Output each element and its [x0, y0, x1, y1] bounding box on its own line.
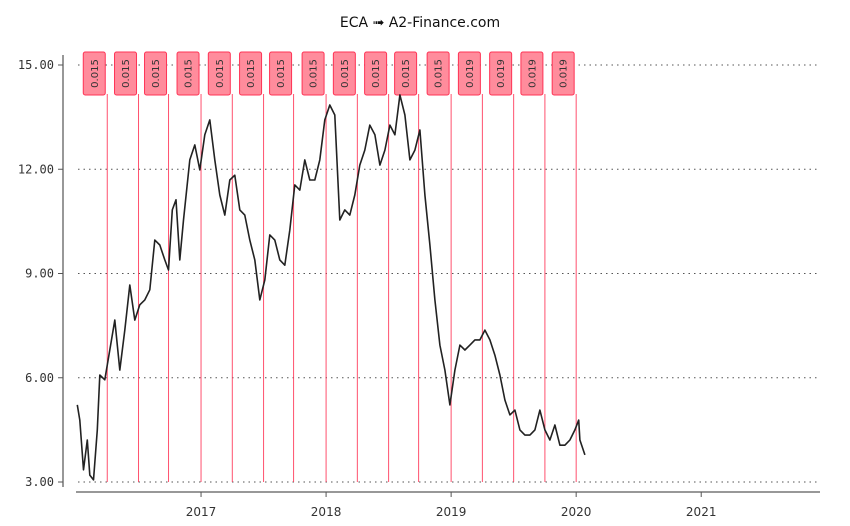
dividend-label-box — [207, 51, 231, 96]
dividend-marker: 0.015 — [269, 51, 293, 96]
dividend-marker: 0.015 — [301, 51, 325, 96]
dividend-label: 0.015 — [371, 59, 382, 88]
dividend-label: 0.015 — [121, 59, 132, 88]
dividend-marker: 0.015 — [394, 51, 418, 96]
dividend-label-box — [239, 51, 263, 96]
dividend-marker: 0.019 — [551, 51, 575, 96]
price-line — [76, 94, 586, 481]
dividend-label: 0.019 — [465, 59, 476, 88]
dividend-label-box — [301, 51, 325, 96]
dividend-marker: 0.015 — [114, 51, 138, 96]
dividend-marker: 0.019 — [520, 51, 544, 96]
dividend-marker: 0.015 — [176, 51, 200, 96]
dividend-label-box — [364, 51, 388, 96]
dividend-label: 0.015 — [184, 59, 195, 88]
dividend-label-box — [176, 51, 200, 96]
y-tick-label: 12.00 — [18, 162, 54, 176]
dividend-marker: 0.015 — [364, 51, 388, 96]
chart-title: ECA ➟ A2-Finance.com — [340, 15, 500, 31]
dividend-label: 0.015 — [151, 59, 162, 88]
dividend-label-box — [426, 51, 450, 96]
dividend-label: 0.015 — [309, 59, 320, 88]
y-tick-label: 3.00 — [25, 475, 54, 489]
x-tick-label: 2018 — [311, 505, 342, 519]
dividend-label: 0.019 — [559, 59, 570, 88]
dividend-marker: 0.019 — [489, 51, 513, 96]
dividend-label: 0.015 — [434, 59, 445, 88]
dividend-label: 0.015 — [215, 59, 226, 88]
dividend-label: 0.019 — [496, 59, 507, 88]
dividend-label-box — [520, 51, 544, 96]
dividend-markers: 0.015 0.015 0.015 0.015 0.015 0.015 0.015 0.015… — [82, 51, 577, 482]
dividend-marker: 0.015 — [144, 51, 168, 96]
y-tick-label: 9.00 — [25, 267, 54, 281]
x-tick-label: 2019 — [436, 505, 467, 519]
dividend-marker: 0.015 — [426, 51, 450, 96]
x-tick-label: 2021 — [686, 505, 717, 519]
dividend-marker: 0.015 — [239, 51, 263, 96]
x-tick-label: 2017 — [186, 505, 217, 519]
dividend-marker: 0.019 — [457, 51, 481, 96]
dividend-label: 0.015 — [340, 59, 351, 88]
axes: 3.00 6.00 9.00 12.00 15.00 2017 2018 2019 2020 20… — [18, 55, 820, 519]
dividend-label: 0.015 — [246, 59, 257, 88]
dividend-marker: 0.015 — [82, 51, 106, 96]
dividend-label-box — [394, 51, 418, 96]
dividend-label-box — [114, 51, 138, 96]
dividend-label: 0.015 — [90, 59, 101, 88]
y-tick-label: 15.00 — [18, 58, 54, 72]
dividend-marker: 0.015 — [207, 51, 231, 96]
dividend-label: 0.019 — [527, 59, 538, 88]
dividend-label: 0.015 — [276, 59, 287, 88]
y-tick-label: 6.00 — [25, 371, 54, 385]
dividend-label-box — [332, 51, 356, 96]
dividend-label-box — [489, 51, 513, 96]
grid — [78, 64, 820, 483]
dividend-marker: 0.015 — [332, 51, 356, 96]
dividend-label-box — [457, 51, 481, 96]
dividend-label-box — [269, 51, 293, 96]
dividend-label-box — [82, 51, 106, 96]
x-tick-label: 2020 — [561, 505, 592, 519]
dividend-label-box — [551, 51, 575, 96]
dividend-label-box — [144, 51, 168, 96]
dividend-label: 0.015 — [401, 59, 412, 88]
